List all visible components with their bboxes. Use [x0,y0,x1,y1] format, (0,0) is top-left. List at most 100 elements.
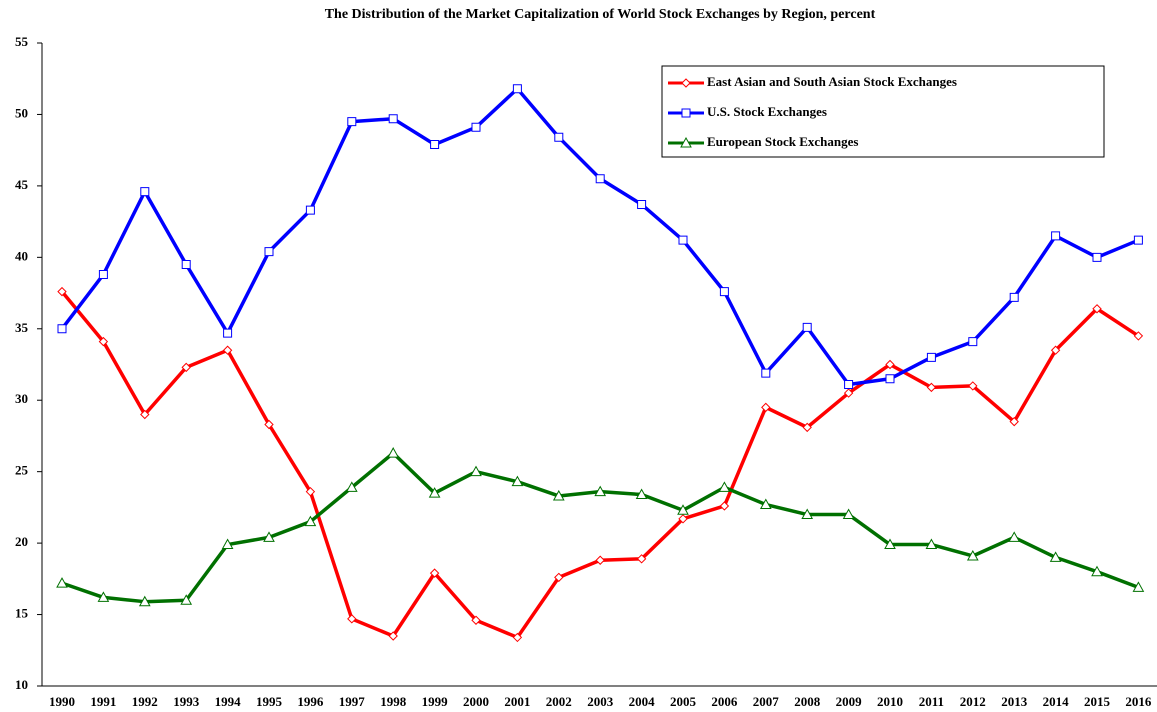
marker [968,381,978,391]
marker [552,489,565,501]
x-tick-label: 2008 [794,694,821,709]
y-tick-label: 25 [15,463,29,478]
x-tick-label: 2010 [877,694,903,709]
marker [678,514,688,524]
x-tick-label: 2000 [463,694,489,709]
marker [57,324,67,334]
x-tick-label: 2014 [1043,694,1070,709]
marker [680,136,692,148]
marker [98,336,109,347]
marker [554,132,564,142]
y-tick-label: 20 [15,534,28,549]
marker [718,481,731,492]
marker [926,352,936,362]
marker [1132,581,1145,592]
marker [843,388,854,398]
marker [264,247,274,257]
marker [1133,235,1143,245]
x-tick-label: 1998 [380,694,407,709]
marker [347,117,357,127]
y-tick-label: 55 [15,34,29,49]
marker [968,337,978,347]
x-tick-label: 2016 [1125,694,1152,709]
marker [802,322,812,332]
marker [842,508,855,520]
x-tick-label: 1996 [297,694,324,709]
marker [512,632,523,643]
x-tick-label: 2005 [670,694,697,709]
marker [1009,416,1019,427]
marker [1092,252,1102,262]
x-tick-label: 2001 [504,694,530,709]
marker [884,538,896,550]
y-tick-label: 45 [15,177,29,192]
marker [181,362,191,373]
marker [677,504,689,515]
marker [925,538,938,550]
marker [138,595,151,607]
marker [637,199,647,209]
marker [388,114,398,124]
legend-label: European Stock Exchanges [707,134,858,149]
marker [1049,551,1062,562]
marker [681,108,691,118]
marker [512,84,522,94]
marker [1009,292,1019,302]
marker [305,205,315,215]
marker [844,380,854,390]
marker [635,488,648,500]
marker [56,577,68,588]
legend: East Asian and South Asian Stock Exchang… [661,65,1105,158]
marker [719,501,730,511]
marker [97,591,110,602]
x-tick-label: 1992 [132,694,158,709]
marker [1092,304,1102,314]
marker [304,515,317,527]
y-tick-label: 35 [15,320,29,335]
marker [222,345,233,355]
marker [759,498,772,510]
marker [1091,565,1103,577]
marker [180,594,193,605]
chart-title: The Distribution of the Market Capitaliz… [325,7,876,22]
marker [429,568,440,578]
marker [181,259,191,269]
marker [636,554,647,564]
marker [595,174,605,184]
marker [471,615,481,625]
marker [681,78,691,88]
marker [140,409,150,420]
x-tick-label: 1995 [256,694,283,709]
x-tick-label: 2015 [1084,694,1111,709]
x-tick-label: 2004 [629,694,656,709]
x-tick-label: 2012 [960,694,986,709]
marker [511,475,524,487]
marker [885,359,895,370]
marker [1051,231,1061,241]
marker [263,531,275,542]
legend-box [661,65,1105,158]
x-tick-label: 2002 [546,694,572,709]
marker [761,402,771,413]
marker [1133,331,1144,341]
marker [885,374,895,384]
marker [802,422,812,433]
marker [345,481,358,492]
marker [428,487,441,498]
marker [57,286,67,297]
marker [801,508,814,520]
marker [678,235,688,245]
x-tick-label: 1999 [422,694,449,709]
marker [719,287,729,297]
x-tick-label: 2009 [836,694,863,709]
legend-label: U.S. Stock Exchanges [707,104,827,119]
marker [347,614,357,624]
x-tick-label: 1990 [49,694,75,709]
marker [430,139,440,149]
y-tick-label: 30 [15,391,28,406]
marker [305,486,316,497]
x-tick-label: 2011 [919,694,944,709]
marker [221,538,234,550]
x-tick-label: 2013 [1001,694,1028,709]
